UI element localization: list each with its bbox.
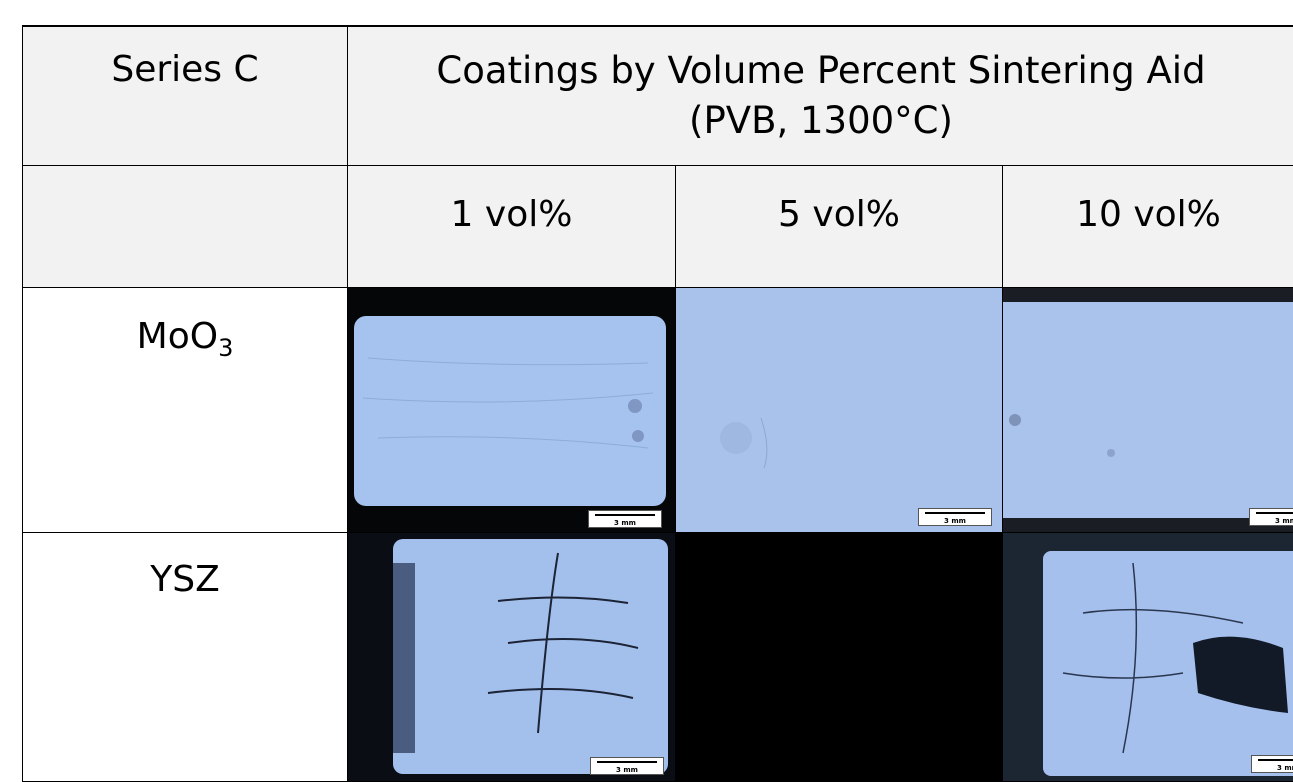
page: Series C Coatings by Volume Percent Sint… [0,0,1293,777]
row-label-text: YSZ [150,559,220,600]
column-label: 1 vol% [348,194,675,235]
image-cell: 3 mm [347,287,676,533]
image-cell: 3 mm [1002,287,1293,533]
column-label: 5 vol% [676,194,1002,235]
image-cell: 3 mm [347,532,676,782]
header-cell [22,165,348,288]
row-label-text: MoO [137,316,218,357]
coating-photo [1003,288,1293,533]
scale-bar-label: 3 mm [919,517,991,525]
row-label-subscript: 3 [218,334,233,362]
coating-photo [348,288,676,533]
scale-bar-label: 3 mm [1252,764,1293,772]
row-label: YSZ [23,559,347,600]
corner-label: Series C [23,49,347,90]
scale-bar: 3 mm [1251,755,1293,773]
scale-bar: 3 mm [1249,508,1293,526]
row-label: MoO3 [23,316,347,362]
image-cell: 3 mm [1002,532,1293,782]
row-label-cell: MoO3 [22,287,348,533]
scale-bar: 3 mm [588,510,662,528]
header-cell: 5 vol% [675,165,1003,288]
scale-bar: 3 mm [918,508,992,526]
coating-photo [348,533,676,782]
image-cell: 3 mm [675,287,1003,533]
scale-bar-label: 3 mm [1250,517,1293,525]
coating-photo [1003,533,1293,782]
header-cell: 1 vol% [347,165,676,288]
header-cell: Series C [22,25,348,166]
coating-photo [676,288,1003,533]
scale-bar-label: 3 mm [591,766,663,774]
scale-bar-label: 3 mm [589,519,661,527]
image-cell [675,532,1003,782]
header-cell: Coatings by Volume Percent Sintering Aid… [347,25,1293,166]
header-subtitle: (PVB, 1300°C) [348,99,1293,142]
column-label: 10 vol% [1003,194,1293,235]
header-title: Coatings by Volume Percent Sintering Aid [348,49,1293,92]
row-label-cell: YSZ [22,532,348,782]
header-cell: 10 vol% [1002,165,1293,288]
scale-bar: 3 mm [590,757,664,775]
